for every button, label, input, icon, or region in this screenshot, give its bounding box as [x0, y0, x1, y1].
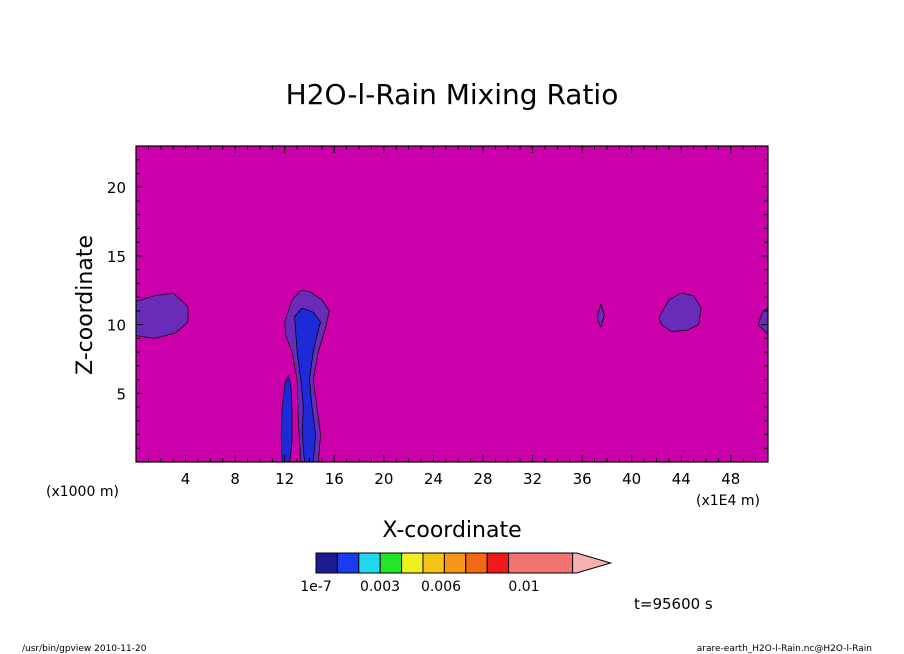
y-tick-label: 5 [116, 385, 126, 403]
x-tick-label: 32 [523, 470, 542, 488]
x-tick-label: 8 [230, 470, 240, 488]
footer-right: arare-earth_H2O-l-Rain.nc@H2O-l-Rain [697, 644, 872, 654]
y-tick-label: 20 [107, 179, 126, 197]
x-tick-label: 24 [424, 470, 443, 488]
colorbar-arrow [572, 552, 613, 574]
x-axis-label: X-coordinate [382, 518, 521, 543]
colorbar-cell [422, 552, 445, 574]
colorbar-label: 1e-7 [300, 579, 331, 595]
contour-region-mid [280, 375, 293, 462]
x-tick-label: 28 [473, 470, 492, 488]
contour-region-mid [294, 307, 321, 462]
x-tick-label: 4 [181, 470, 191, 488]
x-tick-label: 20 [374, 470, 393, 488]
colorbar-cell [508, 552, 574, 574]
colorbar-label: 0.01 [508, 579, 539, 595]
colorbar-cell [486, 552, 510, 574]
plot-frame [135, 145, 769, 463]
x-tick-label: 48 [721, 470, 740, 488]
y-axis-label: Z-coordinate [73, 235, 98, 375]
x-tick-label: 36 [573, 470, 592, 488]
timestamp-label: t=95600 s [634, 595, 713, 613]
x-tick-label: 16 [325, 470, 344, 488]
footer-left: /usr/bin/gpview 2010-11-20 [22, 644, 147, 654]
colorbar-cell [358, 552, 381, 574]
colorbar-cell [401, 552, 424, 574]
colorbar: 1e-7 0.003 0.006 0.01 [300, 552, 613, 595]
chart-title: H2O-l-Rain Mixing Ratio [286, 78, 619, 111]
contour-region-low [757, 307, 768, 335]
x-tick-label: 12 [275, 470, 294, 488]
colorbar-cell [443, 552, 467, 574]
x-tick-label: 40 [622, 470, 641, 488]
contour-region-low [596, 303, 605, 328]
y-tick-label: 15 [107, 248, 126, 266]
x-tick-label: 44 [672, 470, 691, 488]
y-tick-label: 10 [107, 317, 126, 335]
colorbar-cell [315, 552, 338, 574]
contour-region-low [658, 292, 702, 332]
contour-region-low [136, 292, 189, 339]
colorbar-cell [336, 552, 360, 574]
y-scale-note: (x1000 m) [46, 484, 119, 500]
colorbar-label: 0.003 [360, 579, 400, 595]
x-scale-note: (x1E4 m) [696, 493, 760, 509]
colorbar-cell [465, 552, 488, 574]
colorbar-cell [379, 552, 403, 574]
colorbar-label: 0.006 [421, 579, 461, 595]
plot-background [136, 146, 768, 462]
